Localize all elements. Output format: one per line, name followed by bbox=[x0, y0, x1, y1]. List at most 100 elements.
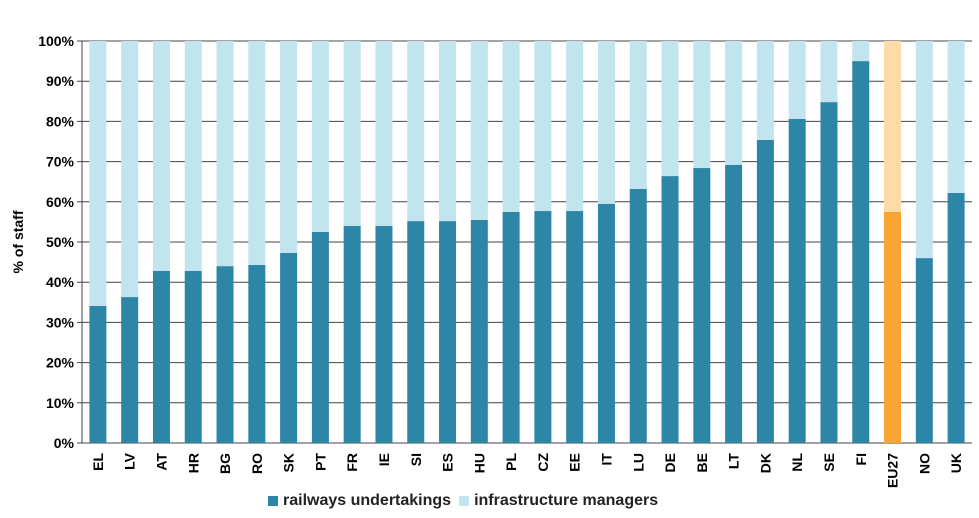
bar-PL-infrastructure bbox=[502, 41, 520, 212]
x-tick-label: FR bbox=[344, 453, 360, 472]
bar-HR-infrastructure bbox=[184, 41, 202, 271]
x-tick-label: LU bbox=[630, 453, 646, 472]
x-tick-label: EE bbox=[567, 453, 583, 472]
bar-SK-infrastructure bbox=[280, 41, 298, 253]
x-tick-label: HU bbox=[471, 453, 487, 473]
bar-FR-railways bbox=[343, 225, 361, 443]
bar-LV-infrastructure bbox=[121, 41, 139, 298]
x-tick-label: DE bbox=[662, 453, 678, 472]
legend: railways undertakings infrastructure man… bbox=[268, 492, 666, 510]
x-tick-label: SE bbox=[821, 453, 837, 472]
bar-HU-railways bbox=[470, 219, 488, 443]
bar-HR-railways bbox=[184, 270, 202, 443]
bar-IE-railways bbox=[375, 225, 393, 443]
bar-LU-infrastructure bbox=[629, 41, 647, 189]
bar-DK-infrastructure bbox=[756, 41, 774, 140]
y-axis-label: % of staff bbox=[10, 210, 26, 273]
y-tick-label: 60% bbox=[46, 194, 75, 210]
y-tick-label: 0% bbox=[54, 435, 75, 451]
bar-DK-railways bbox=[756, 139, 774, 443]
bar-NL-infrastructure bbox=[788, 41, 806, 119]
bar-NO-railways bbox=[915, 258, 933, 443]
y-tick-label: 10% bbox=[46, 395, 75, 411]
bar-BE-railways bbox=[693, 168, 711, 444]
x-tick-label: LT bbox=[726, 453, 742, 470]
bar-AT-infrastructure bbox=[152, 41, 170, 271]
x-tick-label: CZ bbox=[535, 453, 551, 472]
x-tick-label: NL bbox=[789, 453, 805, 472]
legend-label: infrastructure managers bbox=[474, 492, 659, 509]
bar-SE-infrastructure bbox=[820, 41, 838, 103]
bar-SK-railways bbox=[280, 252, 298, 443]
x-tick-label: PL bbox=[503, 453, 519, 471]
y-tick-label: 80% bbox=[46, 113, 75, 129]
bar-FR-infrastructure bbox=[343, 41, 361, 226]
bar-BG-infrastructure bbox=[216, 41, 234, 267]
x-tick-label: LV bbox=[122, 452, 138, 470]
bar-HU-infrastructure bbox=[470, 41, 488, 220]
x-tick-label: AT bbox=[153, 453, 169, 471]
bar-IE-infrastructure bbox=[375, 41, 393, 226]
x-tick-label: HR bbox=[185, 453, 201, 473]
y-tick-label: 100% bbox=[38, 33, 74, 49]
x-tick-label: NO bbox=[916, 453, 932, 474]
x-tick-label: IT bbox=[598, 453, 614, 466]
x-tick-label: BE bbox=[694, 453, 710, 472]
bar-UK-railways bbox=[947, 192, 965, 443]
x-tick-label: RO bbox=[249, 453, 265, 474]
bar-NL-railways bbox=[788, 118, 806, 443]
x-tick-label: UK bbox=[948, 453, 964, 473]
bar-EE-railways bbox=[566, 211, 584, 443]
bar-RO-railways bbox=[248, 264, 266, 443]
legend-label: railways undertakings bbox=[283, 492, 452, 509]
x-tick-label: FI bbox=[853, 453, 869, 465]
legend-item-infrastructure: infrastructure managers bbox=[459, 492, 658, 510]
bar-LT-railways bbox=[725, 164, 743, 444]
x-tick-label: SI bbox=[408, 453, 424, 466]
bar-CZ-railways bbox=[534, 211, 552, 443]
x-tick-label: DK bbox=[757, 453, 773, 473]
bar-EU27-railways bbox=[884, 211, 902, 443]
bar-BE-infrastructure bbox=[693, 41, 711, 169]
bar-ES-railways bbox=[439, 221, 457, 443]
x-tick-label: SK bbox=[281, 453, 297, 472]
bar-CZ-infrastructure bbox=[534, 41, 552, 212]
bar-LU-railways bbox=[629, 188, 647, 443]
bar-EE-infrastructure bbox=[566, 41, 584, 212]
bar-ES-infrastructure bbox=[439, 41, 457, 222]
bar-UK-infrastructure bbox=[947, 41, 965, 193]
x-tick-label: ES bbox=[440, 453, 456, 472]
bar-SI-railways bbox=[407, 221, 425, 443]
y-tick-label: 40% bbox=[46, 274, 75, 290]
bar-NO-infrastructure bbox=[915, 41, 933, 259]
bar-SI-infrastructure bbox=[407, 41, 425, 222]
bar-IT-infrastructure bbox=[597, 41, 615, 204]
legend-swatch bbox=[268, 496, 278, 506]
x-tick-label: PT bbox=[312, 453, 328, 471]
y-tick-label: 30% bbox=[46, 314, 75, 330]
bar-EL-infrastructure bbox=[89, 41, 107, 306]
bar-BG-railways bbox=[216, 266, 234, 443]
bar-RO-infrastructure bbox=[248, 41, 266, 265]
bar-SE-railways bbox=[820, 102, 838, 443]
bar-FI-infrastructure bbox=[852, 41, 870, 62]
y-tick-label: 20% bbox=[46, 355, 75, 371]
y-tick-label: 90% bbox=[46, 73, 75, 89]
bar-AT-railways bbox=[152, 270, 170, 443]
x-tick-label: EL bbox=[90, 453, 106, 471]
legend-item-railways: railways undertakings bbox=[268, 492, 451, 510]
bar-EU27-infrastructure bbox=[884, 41, 902, 212]
bar-FI-railways bbox=[852, 61, 870, 443]
bar-PL-railways bbox=[502, 211, 520, 443]
bar-IT-railways bbox=[597, 203, 615, 443]
y-tick-label: 50% bbox=[46, 234, 75, 250]
bar-PT-infrastructure bbox=[311, 41, 329, 232]
x-tick-label: BG bbox=[217, 453, 233, 474]
y-tick-label: 70% bbox=[46, 154, 75, 170]
bar-EL-railways bbox=[89, 305, 107, 443]
bar-PT-railways bbox=[311, 231, 329, 443]
bar-LV-railways bbox=[121, 297, 139, 443]
bar-DE-railways bbox=[661, 176, 679, 443]
legend-swatch bbox=[459, 496, 470, 506]
